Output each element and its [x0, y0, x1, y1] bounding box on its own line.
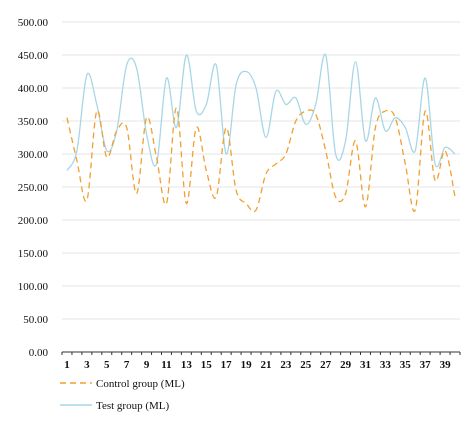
x-tick-label: 17: [221, 359, 233, 371]
y-tick-label: 450.00: [18, 50, 49, 62]
x-tick-label: 33: [380, 359, 392, 371]
x-tick-label: 25: [300, 359, 312, 371]
x-tick-label: 5: [104, 359, 110, 371]
x-tick-label: 29: [340, 359, 352, 371]
gridlines: [62, 21, 460, 320]
y-tick-label: 0.00: [29, 347, 49, 359]
test-group-line: [66, 53, 456, 171]
control-group-line: [66, 107, 456, 213]
x-tick-label: 39: [440, 359, 452, 371]
x-tick-label: 31: [360, 359, 371, 371]
x-tick-label: 13: [181, 359, 193, 371]
x-axis-tick-labels: 1 3 5 7 9 11 13 15 17 19 21 23 25 27 29 31 33 35 37 39: [64, 359, 451, 371]
x-tick-label: 9: [144, 359, 150, 371]
x-axis: [61, 351, 461, 355]
y-axis-tick-labels: 0.00 50.00 100.00 150.00 200.00 250.00 300.00 3…: [18, 17, 49, 359]
x-tick-label: 35: [400, 359, 412, 371]
x-tick-label: 21: [260, 359, 271, 371]
y-tick-label: 500.00: [18, 17, 49, 29]
series-lines: [66, 53, 456, 213]
y-tick-label: 50.00: [23, 314, 48, 326]
y-tick-label: 350.00: [18, 116, 49, 128]
x-tick-label: 27: [320, 359, 332, 371]
legend-label-test: Test group (ML): [96, 400, 169, 412]
x-tick-label: 3: [84, 359, 90, 371]
y-tick-label: 250.00: [18, 182, 49, 194]
legend: Control group (ML) Test group (ML): [60, 378, 185, 412]
y-tick-label: 200.00: [18, 215, 49, 227]
x-tick-label: 1: [64, 359, 70, 371]
legend-label-control: Control group (ML): [96, 378, 185, 390]
y-tick-label: 150.00: [18, 248, 49, 260]
y-tick-label: 300.00: [18, 149, 49, 161]
x-tick-label: 37: [420, 359, 432, 371]
x-tick-label: 19: [241, 359, 253, 371]
x-tick-label: 15: [201, 359, 213, 371]
y-tick-label: 400.00: [18, 83, 49, 95]
x-tick-label: 23: [280, 359, 292, 371]
y-tick-label: 100.00: [18, 281, 49, 293]
x-tick-label: 7: [124, 359, 130, 371]
x-tick-label: 11: [161, 359, 171, 371]
